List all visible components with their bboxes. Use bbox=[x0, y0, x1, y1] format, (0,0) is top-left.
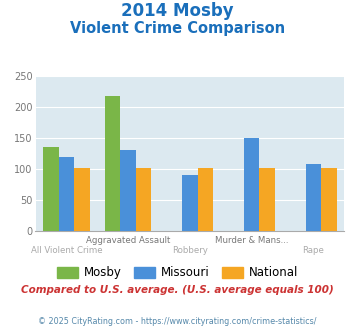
Bar bbox=[59, 157, 74, 231]
Text: 2014 Mosby: 2014 Mosby bbox=[121, 2, 234, 20]
Bar bbox=[136, 168, 151, 231]
Bar bbox=[198, 168, 213, 231]
Bar bbox=[182, 175, 198, 231]
Bar bbox=[105, 96, 120, 231]
Text: © 2025 CityRating.com - https://www.cityrating.com/crime-statistics/: © 2025 CityRating.com - https://www.city… bbox=[38, 317, 317, 326]
Text: Murder & Mans...: Murder & Mans... bbox=[215, 236, 289, 245]
Text: All Violent Crime: All Violent Crime bbox=[31, 246, 102, 255]
Bar bbox=[306, 164, 321, 231]
Bar bbox=[74, 168, 89, 231]
Text: Violent Crime Comparison: Violent Crime Comparison bbox=[70, 21, 285, 36]
Bar bbox=[120, 150, 136, 231]
Bar bbox=[260, 168, 275, 231]
Text: Compared to U.S. average. (U.S. average equals 100): Compared to U.S. average. (U.S. average … bbox=[21, 285, 334, 295]
Bar bbox=[321, 168, 337, 231]
Text: Robbery: Robbery bbox=[172, 246, 208, 255]
Bar bbox=[244, 138, 260, 231]
Text: Aggravated Assault: Aggravated Assault bbox=[86, 236, 170, 245]
Legend: Mosby, Missouri, National: Mosby, Missouri, National bbox=[52, 262, 303, 284]
Text: Rape: Rape bbox=[302, 246, 324, 255]
Bar bbox=[43, 147, 59, 231]
